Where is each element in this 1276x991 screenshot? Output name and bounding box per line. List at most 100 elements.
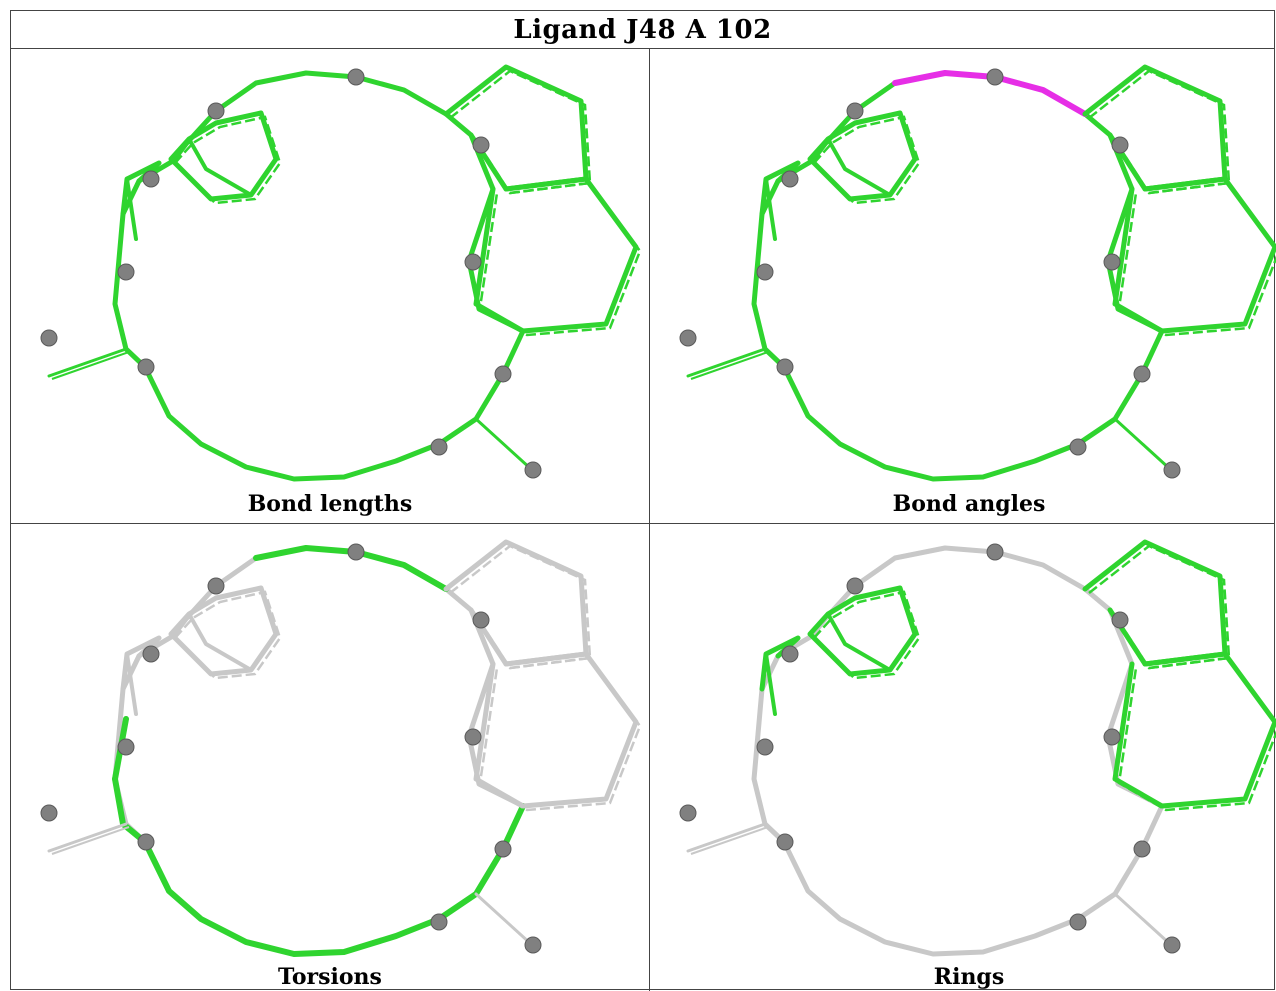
ring-bond: [168, 585, 279, 677]
ring-bond: [764, 177, 777, 241]
substituent-bond-double: [1117, 896, 1174, 948]
ring-bond: [187, 137, 253, 197]
atom-sphere: [679, 329, 697, 347]
atom-sphere: [986, 543, 1004, 561]
molecule-view-torsions: [40, 539, 642, 957]
atom-sphere: [117, 738, 135, 756]
atom-sphere: [756, 263, 774, 281]
ring-bond: [125, 652, 138, 716]
atom-sphere: [986, 68, 1004, 86]
substituent-bond-double: [478, 896, 535, 948]
macrocycle-bond: [112, 70, 526, 482]
atom-sphere: [1103, 253, 1121, 271]
ring-bond-aromatic: [1117, 656, 1276, 812]
atom-sphere: [347, 68, 365, 86]
ring-bond: [764, 652, 777, 716]
ring-bond: [125, 177, 138, 241]
molecule-view-bond-angles: [679, 64, 1276, 482]
ring-bond: [1112, 651, 1276, 809]
ring-bond: [187, 612, 253, 672]
ring-bond: [807, 110, 918, 202]
panel-rings: Rings: [650, 524, 1276, 991]
substituent-bond: [686, 822, 767, 853]
atom-sphere: [1133, 365, 1151, 383]
row-divider: [11, 523, 1274, 524]
ring-bond-aromatic: [478, 181, 642, 337]
figure-title: Ligand J48 A 102: [11, 11, 1274, 49]
atom-sphere: [40, 804, 58, 822]
atom-sphere: [679, 804, 697, 822]
ring-bond: [443, 64, 589, 192]
atom-sphere: [1103, 728, 1121, 746]
macrocycle-bond: [751, 70, 1165, 482]
ring-bond-aromatic: [813, 590, 921, 680]
panel-bond-lengths: Bond lengths: [11, 49, 649, 523]
atom-sphere: [781, 645, 799, 663]
figure-frame: Ligand J48 A 102 Bond lengths Bond angle…: [10, 10, 1276, 991]
ring-bond-aromatic: [1088, 69, 1231, 195]
substituent-bond-double: [690, 351, 769, 380]
panel-caption-bond-lengths: Bond lengths: [247, 491, 413, 517]
atom-sphere: [207, 577, 225, 595]
ring-bond-aromatic: [449, 544, 592, 670]
atom-sphere: [524, 461, 542, 479]
ring-bond-aromatic: [1088, 544, 1231, 670]
ring-bond: [473, 176, 639, 334]
atom-sphere: [494, 840, 512, 858]
atom-sphere: [524, 936, 542, 954]
atom-sphere: [781, 170, 799, 188]
molecule-view-rings: [679, 539, 1276, 957]
ring-bond: [826, 137, 892, 197]
atom-sphere: [430, 913, 448, 931]
ring-bond: [1082, 539, 1228, 667]
substituent-bond: [686, 347, 767, 378]
substituent-bond-double: [690, 826, 769, 855]
ring-bond: [1112, 176, 1276, 334]
atom-sphere: [40, 329, 58, 347]
substituent-bond: [47, 822, 128, 853]
atom-sphere: [142, 645, 160, 663]
panel-bond-angles: Bond angles: [650, 49, 1276, 523]
panel-caption-bond-angles: Bond angles: [892, 491, 1046, 517]
atom-sphere: [464, 253, 482, 271]
atom-sphere: [1163, 936, 1181, 954]
atom-sphere: [430, 438, 448, 456]
ring-bond: [168, 110, 279, 202]
macrocycle-bond: [751, 545, 1165, 957]
ring-bond-aromatic: [478, 656, 642, 812]
panel-torsions: Torsions: [11, 524, 649, 991]
atom-sphere: [1069, 913, 1087, 931]
atom-sphere: [142, 170, 160, 188]
torsion-green-bond: [112, 776, 526, 957]
ring-bond-aromatic: [174, 590, 282, 680]
ring-bond-aromatic: [813, 115, 921, 205]
macrocycle-bond: [112, 545, 526, 957]
substituent-bond-double: [1117, 421, 1174, 473]
atom-sphere: [776, 358, 794, 376]
substituent-bond: [47, 347, 128, 378]
molecule-view-bond-lengths: [40, 64, 642, 482]
atom-sphere: [1163, 461, 1181, 479]
atom-sphere: [1133, 840, 1151, 858]
ring-bond: [443, 539, 589, 667]
substituent-bond-double: [478, 421, 535, 473]
atom-sphere: [494, 365, 512, 383]
atom-sphere: [137, 358, 155, 376]
ring-bond: [473, 651, 639, 809]
atom-sphere: [137, 833, 155, 851]
ring-bond-aromatic: [174, 115, 282, 205]
panel-caption-torsions: Torsions: [278, 964, 382, 990]
atom-sphere: [1111, 136, 1129, 154]
substituent-bond-double: [51, 351, 130, 380]
ring-bond: [826, 612, 892, 672]
ring-bond-aromatic: [449, 69, 592, 195]
ring-bond: [807, 585, 918, 677]
column-divider: [649, 49, 650, 991]
ring-bond-aromatic: [1117, 181, 1276, 337]
substituent-bond-double: [51, 826, 130, 855]
atom-sphere: [117, 263, 135, 281]
atom-sphere: [1069, 438, 1087, 456]
atom-sphere: [1111, 611, 1129, 629]
atom-sphere: [846, 577, 864, 595]
atom-sphere: [846, 102, 864, 120]
